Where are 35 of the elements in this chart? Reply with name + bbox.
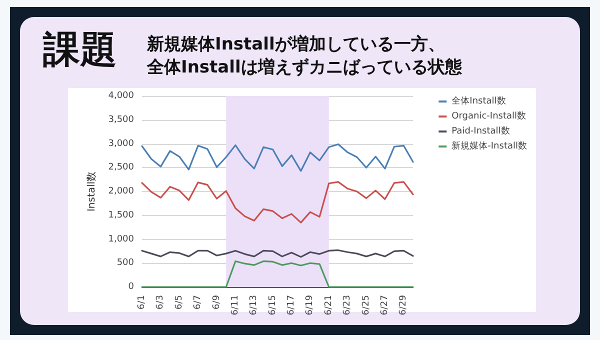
y-tick-label: 3,000 — [108, 138, 134, 149]
x-tick-label: 6/19 — [305, 294, 316, 316]
y-tick-label: 1,000 — [108, 234, 134, 244]
legend-label: Paid-Install数 — [452, 126, 510, 136]
y-tick-label: 2,000 — [108, 186, 134, 196]
legend-label: 新規媒体-Install数 — [452, 140, 528, 152]
line-series — [141, 181, 414, 224]
x-tick-label: 6/9 — [212, 294, 222, 310]
line-series — [141, 249, 414, 258]
x-tick-label: 6/17 — [286, 295, 297, 316]
line-series — [141, 143, 414, 172]
x-tick-label: 6/5 — [174, 295, 184, 310]
x-tick-label: 6/11 — [230, 295, 240, 316]
chart-subtitle: 新規媒体Installが増加している一方、全体Installは増えずカニばっている状態 — [146, 34, 463, 78]
chart-title: 課題 — [42, 28, 117, 71]
y-tick-label: 1,500 — [108, 210, 134, 220]
x-tick-label: 6/27 — [380, 295, 390, 316]
y-tick-label: 3,500 — [108, 114, 134, 125]
x-tick-label: 6/29 — [398, 294, 409, 316]
y-tick-label: 500 — [116, 258, 134, 268]
y-tick-label: 4,000 — [108, 91, 134, 101]
legend-label: Organic-Install数 — [452, 110, 526, 122]
legend-label: 全体Install数 — [452, 96, 506, 106]
x-tick-label: 6/23 — [342, 295, 353, 316]
x-tick-label: 6/3 — [156, 295, 166, 310]
x-tick-label: 6/1 — [137, 295, 147, 310]
line-series — [141, 260, 414, 288]
y-tick-label: 0 — [128, 282, 134, 292]
x-tick-label: 6/15 — [268, 295, 278, 316]
x-tick-label: 6/13 — [249, 295, 260, 316]
x-tick-label: 6/25 — [361, 295, 372, 316]
y-tick-label: 2,500 — [108, 162, 134, 173]
x-tick-label: 6/21 — [324, 295, 334, 316]
x-tick-label: 6/7 — [193, 295, 204, 310]
y-axis-title: Install数 — [86, 171, 98, 212]
